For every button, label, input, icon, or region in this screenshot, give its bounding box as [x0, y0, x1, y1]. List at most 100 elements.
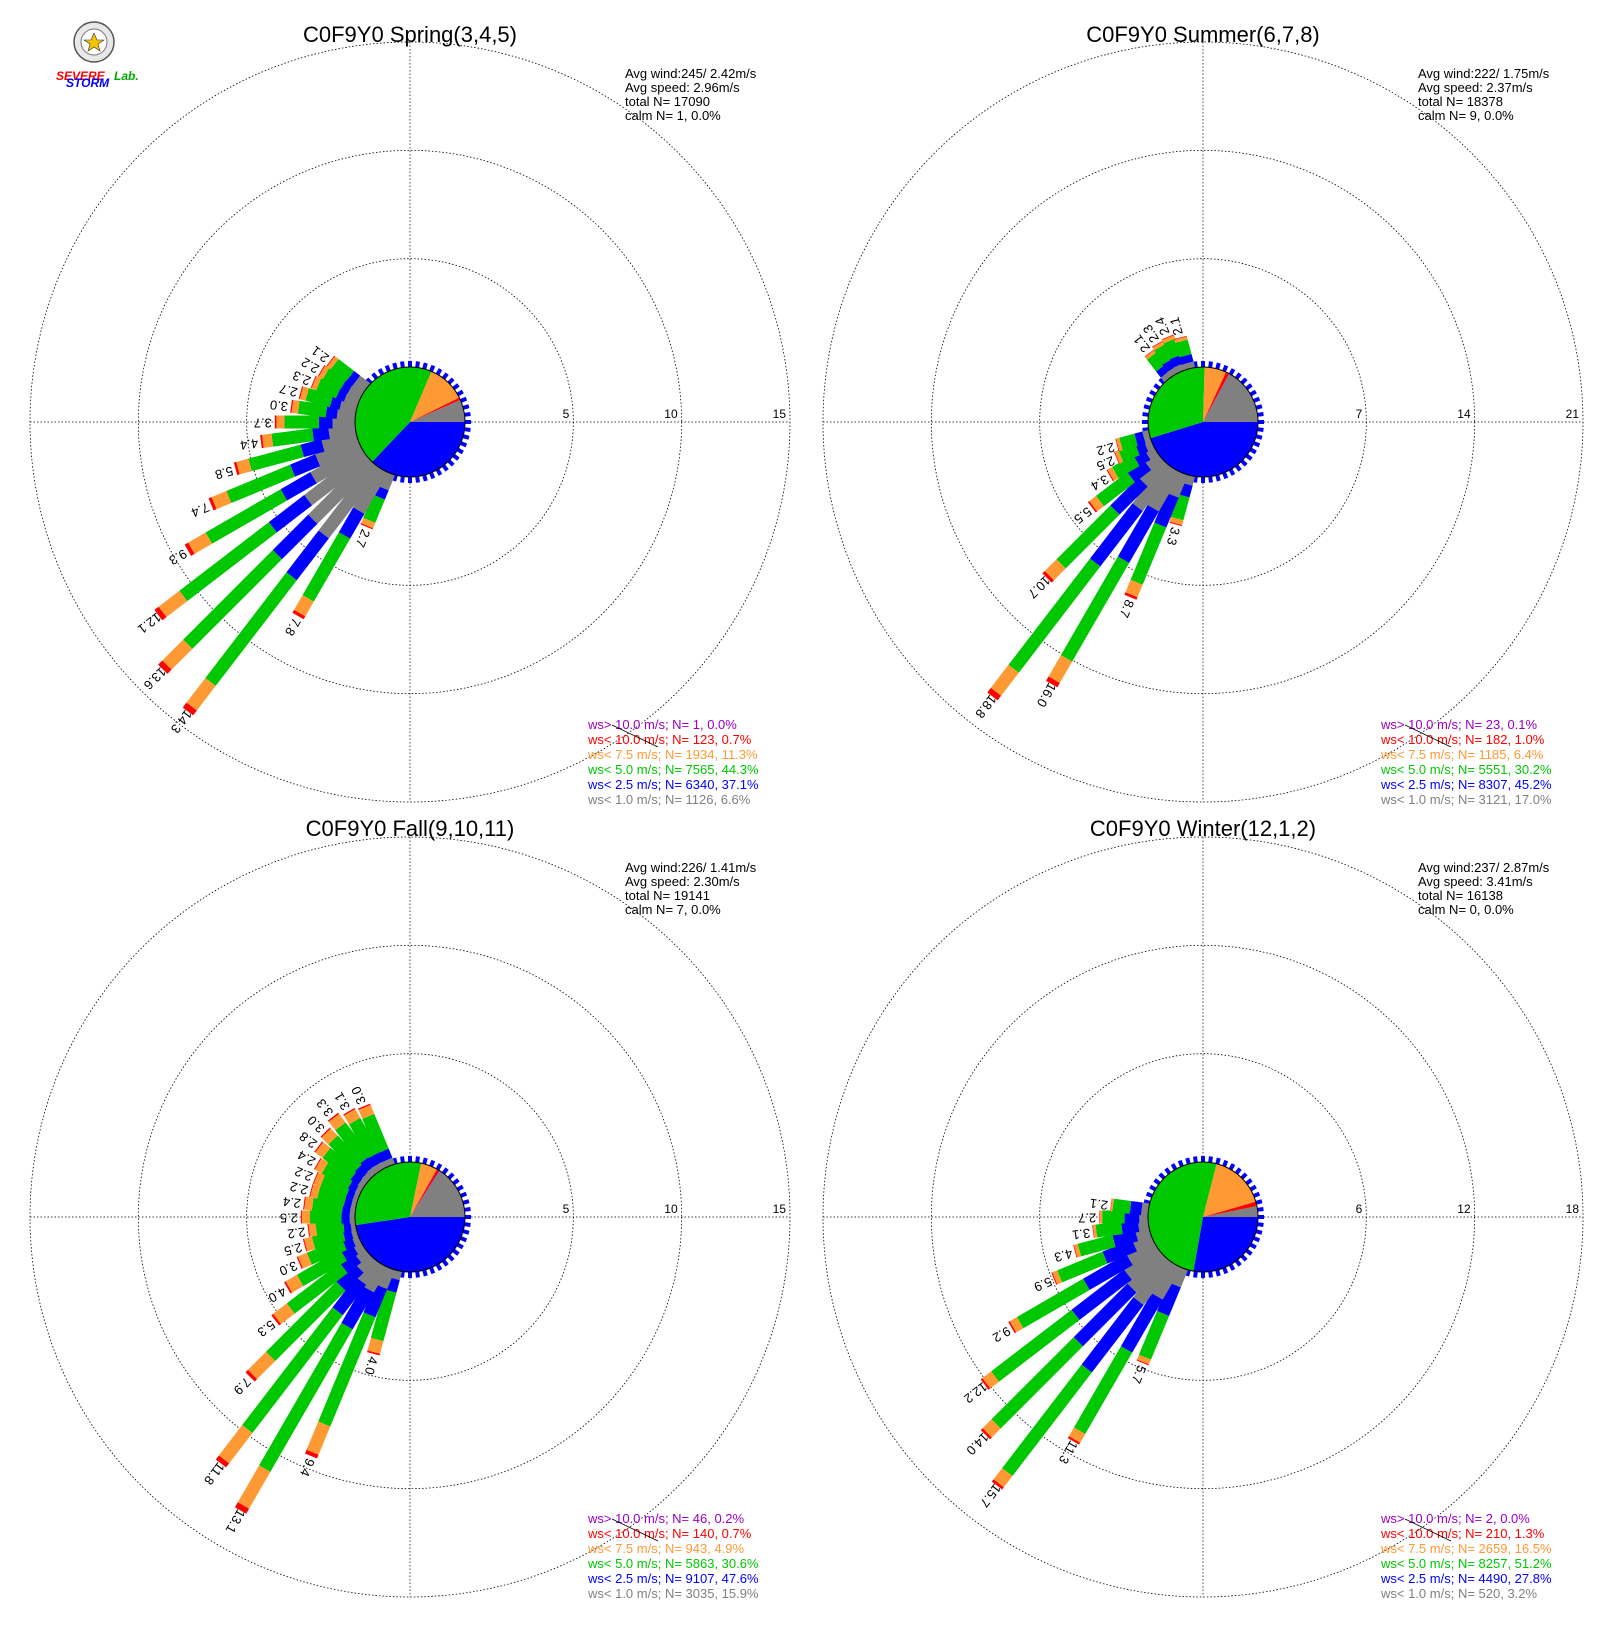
- bar-segment: [348, 1117, 380, 1159]
- pie-slice: [1203, 1163, 1256, 1217]
- bar-segment: [350, 1169, 366, 1185]
- ring-label: 15: [773, 1202, 787, 1216]
- bar-segment: [1143, 450, 1164, 470]
- minor-bar: [456, 447, 464, 455]
- minor-bar: [392, 1157, 398, 1165]
- bar-value-label: 2.5: [280, 1211, 298, 1226]
- minor-bar: [1149, 389, 1157, 397]
- bar-segment: [1073, 1243, 1082, 1258]
- minor-bar: [441, 1259, 449, 1267]
- stats-line: calm N= 1, 0.0%: [625, 108, 721, 123]
- minor-bar: [1143, 404, 1151, 410]
- bar-segment: [1077, 1234, 1116, 1257]
- minor-bar: [452, 383, 460, 391]
- bar-segment: [1180, 361, 1196, 371]
- bar-value-label: 3.0: [277, 1258, 299, 1279]
- bar-segment: [312, 426, 330, 442]
- bar-value-label: 7.8: [282, 615, 304, 638]
- bar-segment: [1132, 461, 1175, 512]
- minor-bar: [1253, 1236, 1261, 1243]
- bar-segment: [1067, 1436, 1081, 1445]
- pie-slice: [372, 422, 465, 477]
- minor-bar: [1257, 1222, 1264, 1227]
- minor-bar: [422, 362, 428, 370]
- bar-value-label: 2.3: [290, 368, 312, 389]
- bar-segment: [340, 378, 355, 394]
- bar-segment: [1008, 1321, 1017, 1334]
- bar-segment: [205, 489, 288, 544]
- bar-segment: [367, 1337, 384, 1354]
- bar-segment: [316, 1186, 348, 1206]
- minor-bar: [441, 372, 449, 380]
- bar-value-label: 5.3: [255, 1317, 278, 1340]
- bar-segment: [1137, 1217, 1150, 1232]
- minor-bar: [429, 364, 436, 372]
- stats-line: calm N= 0, 0.0%: [1418, 902, 1514, 917]
- minor-bar: [464, 1222, 471, 1227]
- minor-bar: [1255, 434, 1263, 440]
- bar-segment: [1180, 473, 1196, 486]
- bar-segment: [1112, 454, 1140, 479]
- bar-segment: [343, 389, 362, 407]
- bar-segment: [339, 397, 359, 415]
- pie-slice: [410, 1170, 465, 1217]
- pie-outline: [1147, 1161, 1259, 1273]
- ring-label: 5: [563, 1202, 570, 1216]
- legend-pointer-line: [1404, 724, 1452, 748]
- bar-segment: [322, 367, 348, 390]
- minor-bar: [462, 1199, 470, 1205]
- bar-segment: [1160, 369, 1175, 383]
- minor-bar: [1234, 464, 1242, 472]
- bar-segment: [306, 1421, 331, 1455]
- minor-bar: [452, 1178, 460, 1186]
- bar-segment: [1089, 503, 1143, 567]
- bar-segment: [353, 466, 389, 514]
- minor-bar: [1255, 1229, 1263, 1235]
- bar-segment: [1102, 1239, 1137, 1264]
- bar-segment: [215, 1455, 230, 1468]
- pie-slice: [1203, 373, 1230, 422]
- bar-segment: [259, 1322, 353, 1472]
- pie-slice: [1193, 1217, 1258, 1272]
- minor-bar: [1208, 476, 1213, 483]
- bar-value-label: 5.9: [1032, 1274, 1054, 1295]
- bar-segment: [338, 507, 365, 539]
- minor-bar: [1228, 1163, 1236, 1171]
- bar-segment: [1143, 437, 1155, 452]
- legend-entry: ws< 10.0 m/s; N= 182, 1.0%: [1380, 732, 1545, 747]
- minor-bar: [456, 1242, 464, 1250]
- bar-segment: [1127, 1251, 1169, 1293]
- bar-value-label: 2.2: [288, 1179, 309, 1198]
- bar-segment: [383, 1276, 400, 1293]
- minor-bar: [462, 404, 470, 410]
- minor-bar: [1249, 1242, 1257, 1250]
- bar-segment: [360, 1155, 378, 1172]
- minor-bar: [1142, 427, 1149, 432]
- legend-entry: ws< 7.5 m/s; N= 943, 4.9%: [587, 1541, 745, 1556]
- pie-slice: [1203, 372, 1230, 422]
- bar-segment: [280, 472, 317, 501]
- legend-entry: ws> 10.0 m/s; N= 1, 0.0%: [587, 717, 737, 732]
- bar-segment: [1120, 1293, 1163, 1353]
- bar-segment: [355, 1256, 382, 1285]
- stats-line: Avg speed: 2.37m/s: [1418, 80, 1533, 95]
- bar-value-label: 8.7: [1116, 597, 1137, 619]
- minor-bar: [392, 474, 398, 482]
- minor-bar: [1257, 1207, 1264, 1212]
- bar-segment: [162, 639, 193, 670]
- minor-bar: [400, 1156, 405, 1163]
- minor-bar: [456, 1184, 464, 1192]
- bar-segment: [304, 1196, 314, 1211]
- bar-segment: [336, 1263, 364, 1291]
- bar-segment: [271, 428, 314, 447]
- minor-bar: [1240, 1172, 1248, 1180]
- bar-segment: [326, 355, 335, 367]
- bar-segment: [991, 1479, 1004, 1490]
- windrose-panel-3: 5 10 154.09.413.111.87.95.34.03.02.52.22.5…: [29, 816, 791, 1601]
- bar-segment: [1046, 676, 1060, 688]
- bar-segment: [354, 1251, 376, 1273]
- bar-segment: [1117, 504, 1159, 563]
- minor-bar: [415, 1271, 420, 1278]
- minor-bar: [377, 368, 385, 376]
